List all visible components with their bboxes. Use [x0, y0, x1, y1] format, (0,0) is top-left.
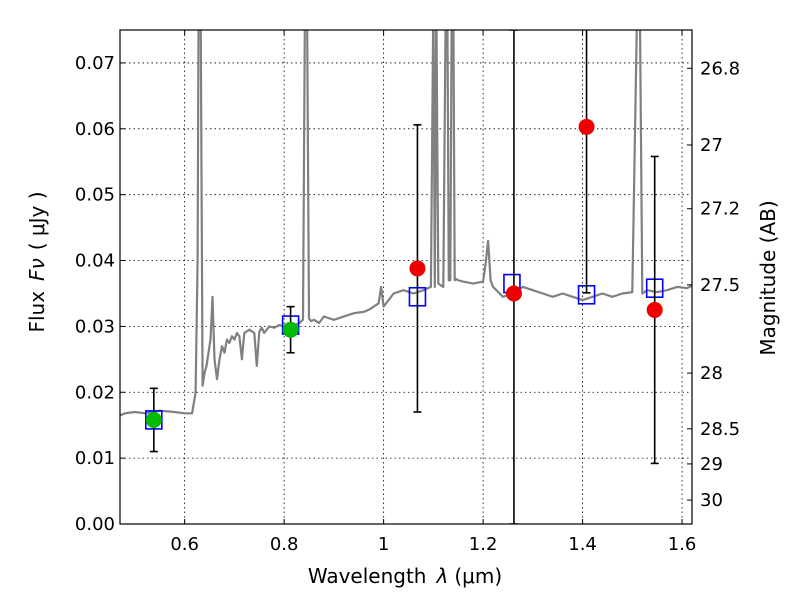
y-tick-label: 0.05	[75, 185, 115, 206]
magnitude-tick-label: 27.5	[700, 275, 740, 296]
x-tick-label: 0.6	[170, 534, 199, 555]
magnitude-tick-label: 28	[700, 363, 723, 384]
x-tick-label: 1	[378, 534, 389, 555]
magnitude-tick-label: 27.2	[700, 199, 740, 220]
model-spectrum-line	[120, 30, 692, 417]
plot-area	[120, 30, 692, 524]
axes: 0.6 0.8 1 1.2 1.4 1.6 0.00 0.01 0.02 0.03 0.04 0.05…	[75, 30, 740, 555]
observed-flux-point	[505, 285, 522, 302]
plot-frame	[119, 29, 693, 525]
magnitude-tick-label: 28.5	[700, 419, 740, 440]
observed-flux-point	[145, 411, 162, 428]
observed-flux-point	[282, 321, 299, 338]
y-axis-label: FluxFν( μJy )	[25, 191, 49, 332]
y-tick-label: 0.06	[75, 119, 115, 140]
magnitude-tick-label: 26.8	[700, 58, 740, 79]
y-tick-label: 0.03	[75, 316, 115, 337]
y-tick-label: 0.01	[75, 448, 115, 469]
observed-flux-point	[578, 118, 595, 135]
magnitude-tick-label: 27	[700, 135, 723, 156]
grid	[120, 30, 692, 524]
observed-flux-point	[646, 301, 663, 318]
magnitude-tick-label: 30	[700, 490, 723, 511]
y-tick-label: 0.07	[75, 53, 115, 74]
y-tick-label: 0.00	[75, 514, 115, 535]
y-tick-label: 0.02	[75, 382, 115, 403]
x-tick-label: 1.4	[568, 534, 597, 555]
x-tick-label: 1.2	[469, 534, 498, 555]
x-tick-label: 1.6	[668, 534, 697, 555]
y-tick-label: 0.04	[75, 251, 115, 272]
x-tick-label: 0.8	[270, 534, 299, 555]
magnitude-tick-label: 29	[700, 454, 723, 475]
observed-flux-point	[409, 260, 426, 277]
x-axis-label: Wavelength λ (μm)	[308, 564, 502, 588]
magnitude-axis-label: Magnitude (AB)	[756, 200, 780, 355]
